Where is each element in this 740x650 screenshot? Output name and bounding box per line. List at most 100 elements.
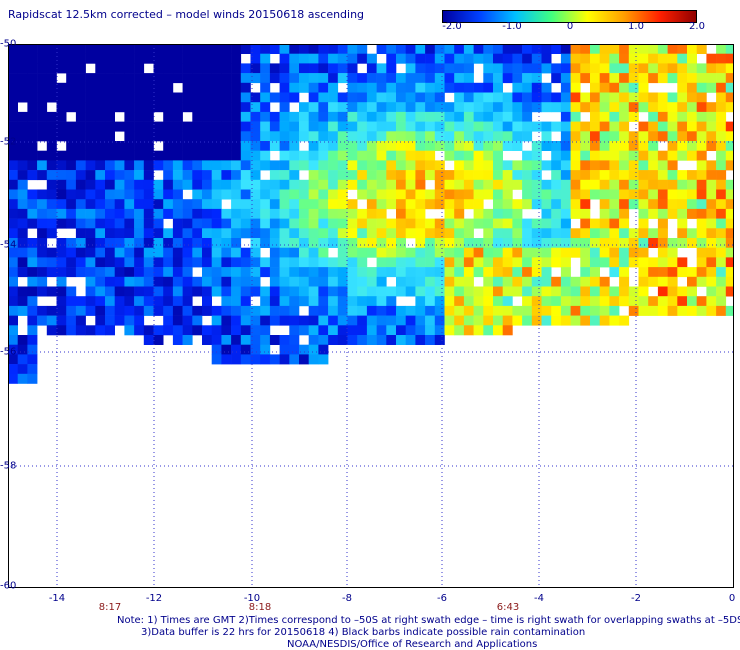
heatmap-cell bbox=[318, 82, 329, 93]
heatmap-cell bbox=[425, 286, 436, 297]
heatmap-cell bbox=[172, 267, 183, 278]
heatmap-cell bbox=[8, 73, 18, 84]
heatmap-cell bbox=[677, 238, 688, 248]
heatmap-cell bbox=[405, 218, 416, 229]
heatmap-cell bbox=[105, 82, 115, 93]
heatmap-cell bbox=[328, 63, 339, 74]
heatmap-cell bbox=[318, 121, 329, 132]
heatmap-cell bbox=[308, 199, 319, 210]
heatmap-cell bbox=[260, 189, 271, 200]
heatmap-cell bbox=[599, 92, 610, 103]
heatmap-cell bbox=[531, 121, 542, 132]
heatmap-cell bbox=[638, 160, 649, 171]
heatmap-cell bbox=[560, 208, 571, 219]
heatmap-cell bbox=[328, 141, 339, 151]
heatmap-cell bbox=[143, 199, 154, 210]
heatmap-cell bbox=[114, 150, 125, 161]
heatmap-cell bbox=[347, 238, 358, 248]
heatmap-cell bbox=[134, 276, 145, 287]
heatmap-cell bbox=[172, 92, 183, 103]
heatmap-cell bbox=[299, 325, 309, 336]
heatmap-cell bbox=[37, 238, 48, 248]
heatmap-cell bbox=[269, 238, 280, 248]
heatmap-cell bbox=[289, 199, 300, 210]
heatmap-cell bbox=[318, 315, 329, 326]
heatmap-cell bbox=[56, 286, 67, 297]
heatmap-cell bbox=[541, 63, 552, 74]
heatmap-cell bbox=[706, 286, 717, 297]
heatmap-cell bbox=[425, 218, 436, 229]
heatmap-cell bbox=[308, 218, 319, 229]
heatmap-cell bbox=[512, 305, 523, 316]
heatmap-cell bbox=[289, 92, 300, 103]
heatmap-cell bbox=[240, 179, 251, 190]
heatmap-cell bbox=[580, 53, 591, 64]
heatmap-cell bbox=[609, 131, 620, 142]
heatmap-cell bbox=[570, 296, 581, 307]
heatmap-cell bbox=[202, 286, 212, 297]
heatmap-cell bbox=[240, 131, 251, 142]
heatmap-cell bbox=[541, 131, 552, 142]
heatmap-cell bbox=[114, 160, 125, 171]
heatmap-cell bbox=[580, 63, 591, 74]
heatmap-cell bbox=[328, 286, 339, 297]
heatmap-cell bbox=[182, 335, 193, 345]
heatmap-cell bbox=[105, 267, 115, 278]
heatmap-cell bbox=[444, 189, 455, 200]
heatmap-cell bbox=[502, 189, 513, 200]
heatmap-cell bbox=[8, 238, 18, 248]
heatmap-cell bbox=[328, 111, 339, 122]
heatmap-cell bbox=[551, 92, 562, 103]
heatmap-cell bbox=[696, 257, 707, 268]
heatmap-cell bbox=[619, 238, 630, 248]
heatmap-cell bbox=[46, 199, 57, 210]
heatmap-cell bbox=[231, 189, 242, 200]
heatmap-cell bbox=[231, 267, 242, 278]
heatmap-cell bbox=[75, 179, 86, 190]
heatmap-cell bbox=[570, 208, 581, 219]
heatmap-cell bbox=[163, 141, 174, 151]
heatmap-cell bbox=[105, 92, 115, 103]
heatmap-cell bbox=[308, 208, 319, 219]
heatmap-cell bbox=[590, 121, 600, 132]
heatmap-cell bbox=[531, 296, 542, 307]
heatmap-cell bbox=[580, 315, 591, 326]
heatmap-cell bbox=[153, 121, 164, 132]
heatmap-cell bbox=[37, 63, 48, 74]
heatmap-cell bbox=[289, 238, 300, 248]
heatmap-cell bbox=[347, 296, 358, 307]
heatmap-cell bbox=[716, 82, 727, 93]
heatmap-cell bbox=[366, 73, 377, 84]
heatmap-cell bbox=[648, 257, 659, 268]
heatmap-cell bbox=[619, 92, 630, 103]
heatmap-cell bbox=[725, 257, 734, 268]
heatmap-cell bbox=[483, 150, 494, 161]
heatmap-cell bbox=[347, 257, 358, 268]
heatmap-cell bbox=[638, 53, 649, 64]
heatmap-cell bbox=[560, 150, 571, 161]
heatmap-cell bbox=[124, 63, 135, 74]
heatmap-cell bbox=[308, 354, 319, 365]
heatmap-cell bbox=[386, 296, 397, 307]
heatmap-cell bbox=[269, 141, 280, 151]
heatmap-cell bbox=[386, 189, 397, 200]
heatmap-cell bbox=[590, 82, 600, 93]
heatmap-cell bbox=[202, 150, 212, 161]
heatmap-cell bbox=[221, 208, 232, 219]
heatmap-cell bbox=[37, 276, 48, 287]
heatmap-cell bbox=[347, 286, 358, 297]
heatmap-cell bbox=[454, 286, 465, 297]
heatmap-cell bbox=[667, 208, 678, 219]
heatmap-cell bbox=[279, 92, 290, 103]
pass-time: 8:17 bbox=[98, 602, 122, 613]
heatmap-cell bbox=[463, 102, 474, 113]
heatmap-cell bbox=[560, 189, 571, 200]
heatmap-cell bbox=[725, 218, 734, 229]
heatmap-cell bbox=[95, 73, 106, 84]
heatmap-cell bbox=[211, 111, 222, 122]
heatmap-cell bbox=[299, 208, 309, 219]
heatmap-cell bbox=[75, 53, 86, 64]
heatmap-cell bbox=[95, 63, 106, 74]
heatmap-cell bbox=[473, 305, 484, 316]
heatmap-cell bbox=[570, 141, 581, 151]
